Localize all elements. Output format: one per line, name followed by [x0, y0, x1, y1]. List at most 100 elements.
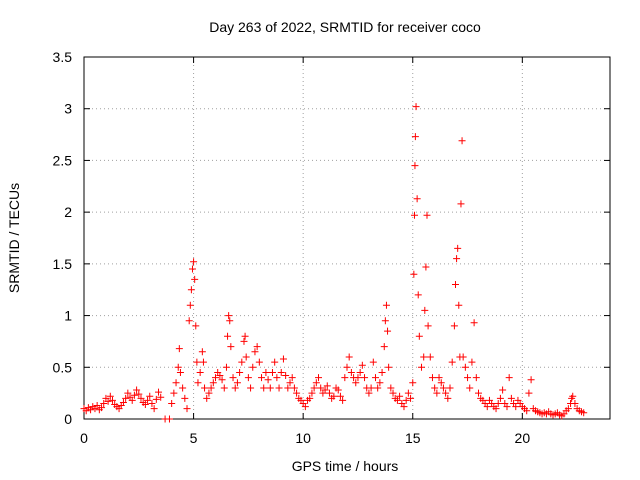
data-point	[365, 389, 373, 397]
data-point	[241, 332, 249, 340]
data-point	[496, 394, 504, 402]
data-point	[106, 392, 114, 400]
data-point	[308, 389, 316, 397]
data-point	[385, 363, 393, 371]
data-point	[181, 394, 189, 402]
data-point	[185, 317, 193, 325]
data-point	[412, 103, 420, 111]
data-point	[242, 353, 250, 361]
data-point	[251, 348, 259, 356]
data-point	[201, 384, 209, 392]
data-point	[198, 348, 206, 356]
data-point	[135, 390, 143, 398]
data-point	[199, 358, 207, 366]
data-point	[341, 374, 349, 382]
data-point	[387, 384, 395, 392]
data-point	[446, 384, 454, 392]
data-point	[236, 368, 244, 376]
data-point	[464, 374, 472, 382]
data-point	[203, 394, 211, 402]
data-point	[286, 379, 294, 387]
data-point	[400, 403, 408, 411]
y-tick-label: 3	[64, 101, 72, 117]
data-point	[525, 389, 533, 397]
data-point	[144, 396, 152, 404]
data-point	[352, 379, 360, 387]
data-point	[411, 162, 419, 170]
x-tick-label: 10	[295, 430, 311, 446]
data-point	[448, 358, 456, 366]
data-point	[176, 368, 184, 376]
data-point	[433, 389, 441, 397]
data-point	[459, 353, 467, 361]
data-point	[466, 384, 474, 392]
data-point	[224, 332, 232, 340]
data-point	[128, 396, 136, 404]
data-point	[376, 379, 384, 387]
data-point	[179, 384, 187, 392]
data-point	[453, 255, 461, 263]
data-point	[170, 389, 178, 397]
data-point	[157, 393, 165, 401]
data-point	[260, 384, 268, 392]
data-point	[168, 399, 176, 407]
data-point	[580, 409, 588, 417]
data-point	[404, 389, 412, 397]
y-tick-label: 1	[64, 308, 72, 324]
data-point	[371, 374, 379, 382]
data-point	[247, 384, 255, 392]
data-point	[424, 322, 432, 330]
y-axis-label: SRMTID / TECUs	[6, 183, 22, 293]
data-point	[336, 392, 344, 400]
data-point	[382, 301, 390, 309]
data-point	[277, 368, 285, 376]
data-point	[426, 353, 434, 361]
data-point	[410, 270, 418, 278]
data-point	[361, 374, 369, 382]
data-point	[229, 374, 237, 382]
data-point	[413, 195, 421, 203]
x-tick-label: 20	[515, 430, 531, 446]
data-point	[108, 396, 116, 404]
data-point	[279, 355, 287, 363]
data-point	[268, 368, 276, 376]
data-point	[439, 384, 447, 392]
data-point	[369, 358, 377, 366]
data-point	[218, 376, 226, 384]
data-point	[188, 265, 196, 273]
x-axis-label: GPS time / hours	[292, 458, 399, 474]
data-point	[428, 374, 436, 382]
data-point	[255, 358, 263, 366]
data-point	[423, 211, 431, 219]
data-point	[455, 301, 463, 309]
data-point	[306, 394, 314, 402]
data-point	[507, 394, 515, 402]
data-point	[124, 389, 132, 397]
data-point	[415, 332, 423, 340]
data-point	[451, 281, 459, 289]
data-point	[330, 392, 338, 400]
data-point	[571, 399, 579, 407]
data-point	[454, 244, 462, 252]
data-point	[301, 403, 309, 411]
data-point	[384, 327, 392, 335]
data-point	[494, 399, 502, 407]
data-point	[244, 374, 252, 382]
data-point	[339, 396, 347, 404]
data-point	[475, 389, 482, 397]
data-point	[421, 306, 429, 314]
data-point	[165, 415, 173, 423]
data-point	[288, 374, 296, 382]
data-point	[290, 384, 298, 392]
data-point	[431, 384, 439, 392]
data-point	[231, 384, 239, 392]
data-point	[450, 322, 458, 330]
data-point	[358, 361, 366, 369]
data-point	[104, 397, 112, 405]
chart-title: Day 263 of 2022, SRMTID for receiver coc…	[209, 19, 481, 35]
data-point	[275, 384, 283, 392]
data-point	[98, 404, 106, 412]
gridlines	[84, 57, 610, 419]
data-point	[175, 345, 183, 353]
